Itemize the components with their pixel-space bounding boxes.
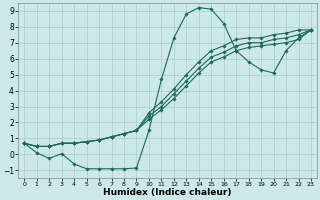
X-axis label: Humidex (Indice chaleur): Humidex (Indice chaleur) (103, 188, 232, 197)
